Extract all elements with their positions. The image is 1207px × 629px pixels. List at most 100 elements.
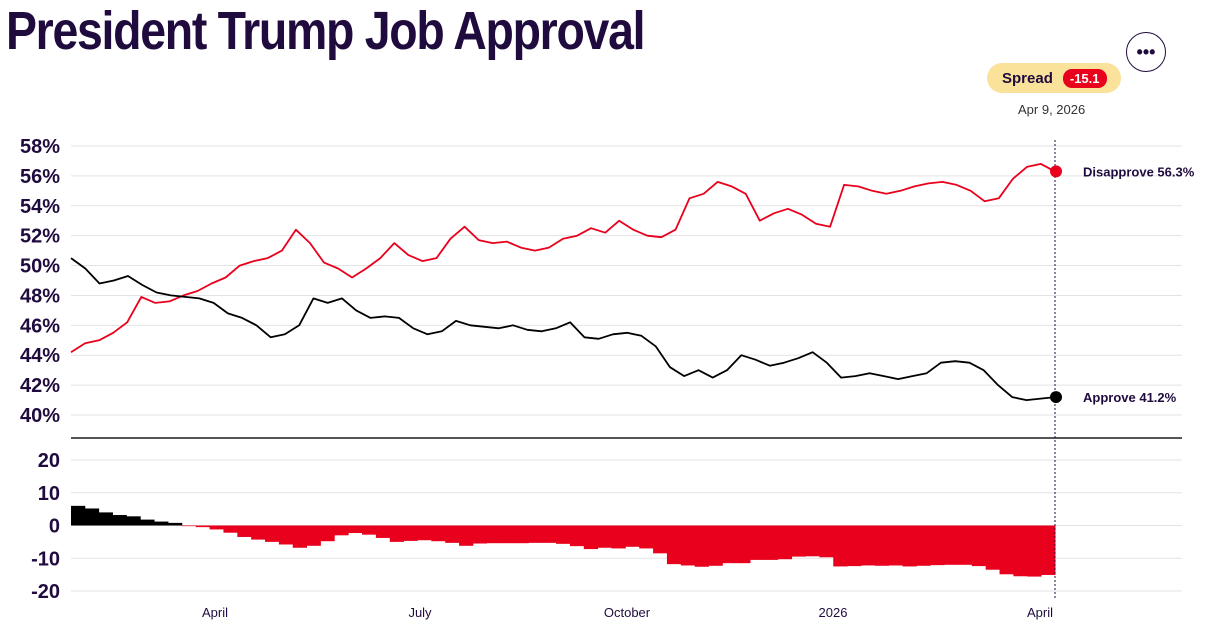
spread-bar: [84, 508, 100, 526]
spread-bar: [528, 525, 543, 543]
spread-bar: [777, 525, 793, 560]
spread-bar: [334, 525, 349, 536]
spread-bar: [888, 525, 903, 566]
spread-bar: [237, 525, 252, 537]
spread-bar: [292, 525, 308, 548]
spread-bar: [750, 525, 765, 560]
spread-bar: [71, 505, 86, 526]
spread-value: -15.1: [1062, 68, 1107, 88]
spread-bar: [597, 525, 612, 548]
y-tick-label: 44%: [20, 345, 60, 367]
x-tick-label: April: [1027, 605, 1053, 620]
spread-bar: [930, 525, 945, 566]
spread-bar: [417, 525, 432, 541]
x-tick-label: April: [202, 605, 228, 620]
spread-bar: [154, 521, 169, 526]
spread-bar: [1041, 525, 1056, 575]
as-of-date: Apr 9, 2026: [1018, 102, 1086, 117]
spread-bar: [223, 525, 238, 533]
spread-bar: [542, 525, 557, 543]
spread-bar: [472, 525, 488, 544]
spread-bar: [181, 525, 197, 527]
spread-bar: [860, 525, 876, 566]
spread-bar: [819, 525, 834, 558]
y-tick-label: 42%: [20, 375, 60, 397]
spread-bar: [348, 525, 363, 534]
y-tick-label: 48%: [20, 285, 60, 307]
x-tick-label: 2026: [819, 605, 848, 620]
y-tick-label: 54%: [20, 196, 60, 218]
x-axis: April July October 2026 April: [202, 605, 1053, 620]
spread-bar: [251, 525, 266, 540]
spread-bar: [625, 525, 640, 547]
spread-bar: [126, 516, 141, 526]
spread-bar: [708, 525, 723, 566]
spread-bar: [722, 525, 737, 564]
more-options-button[interactable]: •••: [1126, 32, 1166, 72]
spread-bars: [71, 505, 1056, 577]
spread-bar: [971, 525, 987, 567]
spread-bar: [569, 525, 585, 547]
spread-bar: [209, 525, 224, 530]
spread-bar: [1013, 525, 1028, 577]
spread-bar: [957, 525, 973, 565]
spread-bar: [653, 525, 668, 554]
spread-y-tick-label: 20: [38, 450, 60, 472]
spread-bar: [791, 525, 806, 557]
disapprove-line: [70, 162, 1056, 353]
spread-bar: [1027, 525, 1042, 577]
spread-bar: [306, 525, 321, 546]
spread-bar: [763, 525, 779, 560]
spread-bar: [389, 525, 405, 542]
y-tick-label: 46%: [20, 315, 60, 337]
main-gridlines: [71, 145, 1182, 416]
spread-bar: [459, 525, 474, 546]
spread-bar: [98, 512, 113, 526]
spread-y-axis: 20 10 0 -10 -20: [31, 450, 60, 603]
x-tick-label: July: [408, 605, 432, 620]
spread-bar: [320, 525, 335, 542]
spread-bar: [999, 525, 1014, 575]
spread-bar: [431, 525, 446, 542]
spread-bar: [916, 525, 931, 566]
spread-bar: [874, 525, 890, 566]
spread-bar: [902, 525, 917, 567]
spread-bar: [500, 525, 515, 544]
spread-bar: [375, 525, 391, 538]
page-title: President Trump Job Approval: [6, 1, 646, 61]
spread-y-tick-label: -10: [31, 548, 60, 570]
spread-bar: [736, 525, 751, 564]
spread-bar: [611, 525, 626, 549]
spread-bar: [278, 525, 294, 545]
y-tick-label: 52%: [20, 226, 60, 248]
spread-bar: [985, 525, 1000, 570]
spread-bar: [362, 525, 377, 535]
spread-y-tick-label: -20: [31, 581, 60, 603]
spread-bar: [514, 525, 529, 544]
spread-badge: Spread -15.1: [987, 63, 1121, 93]
approval-lines: [70, 162, 1056, 402]
approve-line: [70, 257, 1056, 402]
spread-bar: [265, 525, 280, 542]
approve-endpoint-dot: [1050, 391, 1062, 404]
spread-bar: [666, 525, 682, 565]
y-tick-label: 50%: [20, 256, 60, 278]
spread-bar: [833, 525, 848, 567]
main-y-axis: 58% 56% 54% 52% 50% 48% 46% 44% 42% 40%: [20, 136, 60, 427]
y-tick-label: 58%: [20, 136, 60, 158]
spread-bar: [445, 525, 460, 543]
spread-bar: [403, 525, 418, 541]
spread-y-tick-label: 10: [38, 483, 60, 505]
spread-bar: [168, 522, 183, 526]
spread-bar: [556, 525, 571, 544]
spread-bar: [639, 525, 654, 549]
spread-bar: [583, 525, 599, 550]
spread-bar: [112, 515, 127, 526]
disapprove-endpoint-dot: [1050, 165, 1062, 178]
spread-bar: [694, 525, 709, 567]
y-tick-label: 40%: [20, 405, 60, 427]
spread-y-tick-label: 0: [49, 516, 60, 538]
spread-bar: [680, 525, 696, 566]
spread-bar: [805, 525, 820, 557]
spread-bar: [486, 525, 502, 544]
